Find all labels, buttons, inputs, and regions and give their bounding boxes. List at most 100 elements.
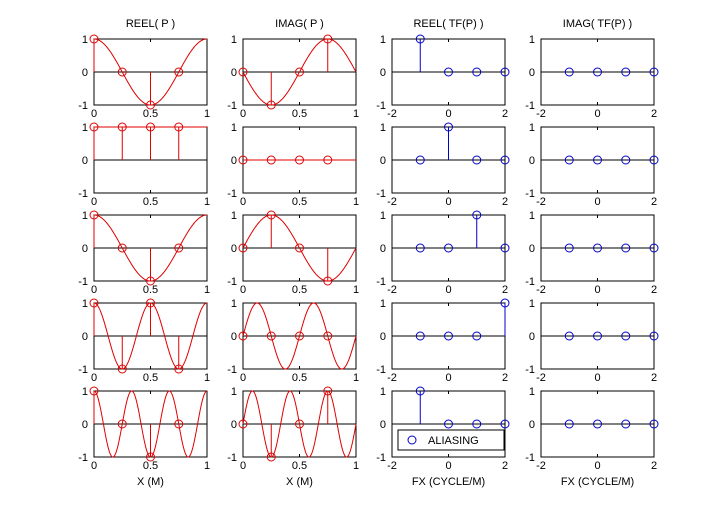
y-tick-label: -1 (227, 364, 237, 376)
stem-marker (89, 298, 99, 308)
y-tick-label: 0 (380, 243, 386, 255)
panel-title: REEL( P ) (126, 18, 175, 30)
y-tick-label: 0 (231, 67, 237, 79)
stem-marker (146, 122, 155, 132)
x-tick-label: 2 (502, 460, 508, 472)
stem-marker (415, 155, 425, 165)
y-tick-label: -1 (376, 452, 386, 464)
x-tick-label: 1 (204, 284, 210, 296)
stem-marker (415, 34, 425, 44)
x-tick-label: 0 (91, 372, 97, 384)
x-tick-label: 0 (594, 196, 600, 208)
stem-marker (472, 210, 482, 220)
x-tick-label: -2 (387, 372, 397, 384)
y-tick-label: 0 (380, 419, 386, 431)
stem-marker (649, 243, 659, 253)
y-tick-label: 0 (82, 67, 88, 79)
stem-marker (174, 122, 184, 132)
y-tick-label: -1 (525, 100, 535, 112)
stem-marker (444, 67, 453, 77)
x-tick-label: 2 (502, 108, 508, 120)
x-tick-label: -2 (387, 284, 397, 296)
y-tick-label: -1 (78, 276, 88, 288)
stem-marker (174, 419, 184, 429)
stem-marker (89, 210, 99, 220)
x-tick-label: 1 (353, 196, 359, 208)
panel-row2-tf-imag: -2 0 2 -1 0 1 (525, 122, 659, 208)
y-tick-label: -1 (376, 276, 386, 288)
stem-marker (174, 67, 184, 77)
y-tick-label: 1 (380, 210, 386, 222)
stem-marker (146, 452, 155, 462)
y-tick-label: 1 (529, 34, 535, 46)
stem-marker (472, 155, 482, 165)
x-axis-label: FX (CYCLE/M) (412, 476, 485, 488)
panel-row3-imag: 0 0.5 1-101 (227, 210, 359, 296)
stem-marker (593, 67, 602, 77)
stem-marker (621, 243, 631, 253)
stem-marker (117, 243, 127, 253)
stem-marker (89, 386, 99, 396)
signal-curve (242, 302, 357, 370)
stem-marker (500, 419, 510, 429)
y-tick-label: -1 (78, 364, 88, 376)
y-tick-label: -1 (525, 276, 535, 288)
stem-marker (444, 122, 453, 132)
y-tick-label: -1 (78, 100, 88, 112)
x-tick-label: 2 (651, 460, 657, 472)
x-tick-label: 0 (240, 284, 246, 296)
stem-marker (266, 155, 276, 165)
stem-marker (266, 210, 276, 220)
panel-row4-real: 0 0.5 1-101 (78, 298, 210, 384)
stem-marker (444, 419, 453, 429)
x-tick-label: -2 (387, 460, 397, 472)
panel-row1-tf-imag: -2 0 2 -1 0 1 IMAG( TF(P) ) (525, 18, 659, 120)
stem-marker (238, 243, 248, 253)
x-tick-label: 0 (445, 108, 451, 120)
x-tick-label: 0.5 (292, 196, 307, 208)
stem-marker (500, 155, 510, 165)
x-tick-label: 1 (353, 372, 359, 384)
stem-marker (593, 331, 602, 341)
stem-marker (117, 419, 127, 429)
x-tick-label: 1 (204, 108, 210, 120)
x-tick-label: 0.5 (292, 460, 307, 472)
y-tick-label: -1 (525, 452, 535, 464)
x-axis-label: FX (CYCLE/M) (561, 476, 634, 488)
signal-curve (242, 38, 357, 106)
x-axis-label: X (M) (137, 476, 164, 488)
x-tick-label: 2 (502, 372, 508, 384)
panel-row3-real: 0 0.5 1-101 (78, 210, 210, 296)
x-tick-label: 1 (353, 284, 359, 296)
x-tick-label: 0 (445, 460, 451, 472)
stem-marker (415, 331, 425, 341)
stem-marker (89, 122, 99, 132)
y-tick-label: -1 (227, 188, 237, 200)
x-tick-label: 0 (594, 284, 600, 296)
stem-marker (564, 331, 574, 341)
stem-marker (593, 155, 602, 165)
stem-marker (593, 419, 602, 429)
x-tick-label: -2 (387, 196, 397, 208)
panel-row2-real: 0 0.5 1-101 (78, 122, 210, 208)
y-tick-label: -1 (376, 364, 386, 376)
stem-marker (323, 34, 333, 44)
stem-marker (238, 419, 248, 429)
stem-marker (295, 331, 304, 341)
panel-row5-tf-real: -2 0 2 -1 0 1 FX (CYCLE/M) ALIASING (376, 386, 510, 488)
panel-row4-imag: 0 0.5 1-101 (227, 298, 359, 384)
x-tick-label: 0 (594, 372, 600, 384)
y-tick-label: 0 (82, 331, 88, 343)
x-tick-label: 0.5 (143, 372, 158, 384)
stem-marker (564, 243, 574, 253)
stem-marker (649, 67, 659, 77)
y-tick-label: 1 (529, 298, 535, 310)
y-tick-label: 1 (231, 122, 237, 134)
stem-marker (500, 67, 510, 77)
x-tick-label: 0 (240, 372, 246, 384)
